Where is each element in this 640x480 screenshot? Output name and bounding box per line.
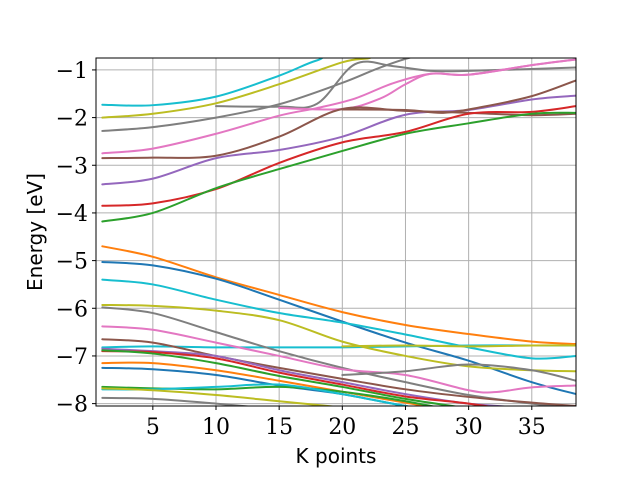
- band-line: [101, 325, 576, 394]
- band-line: [101, 58, 372, 119]
- band-line: [101, 58, 413, 132]
- band-line: [101, 349, 460, 406]
- band-line: [101, 303, 576, 373]
- y-tick-label: −5: [56, 250, 88, 275]
- y-axis-label: Energy [eV]: [23, 173, 47, 291]
- series-group: [101, 58, 576, 406]
- band-line: [101, 350, 492, 406]
- band-line: [341, 363, 576, 382]
- y-tick-label: −2: [56, 107, 88, 132]
- band-line: [101, 105, 576, 207]
- tick-labels: 5 10 15 20 25 30 35 −8 −7 −6 −5 −4 −3 −2 −1: [56, 59, 546, 440]
- ticks: [92, 69, 533, 410]
- y-tick-label: −8: [56, 393, 88, 418]
- x-tick-label: 10: [202, 415, 230, 440]
- y-tick-label: −6: [56, 297, 88, 322]
- band-line: [215, 60, 576, 109]
- x-tick-label: 30: [455, 415, 483, 440]
- band-line: [101, 278, 576, 360]
- band-line: [101, 58, 324, 107]
- y-tick-label: −3: [56, 154, 88, 179]
- band-line: [101, 338, 576, 406]
- x-tick-label: 20: [328, 415, 356, 440]
- plot-frame: [95, 57, 577, 407]
- y-tick-label: −1: [56, 59, 88, 84]
- band-line: [101, 396, 255, 406]
- y-tick-label: −4: [56, 202, 88, 227]
- band-line: [101, 387, 338, 406]
- x-tick-label: 35: [518, 415, 546, 440]
- x-tick-label: 25: [391, 415, 419, 440]
- band-line: [341, 344, 576, 348]
- x-axis-label: K points: [296, 444, 377, 468]
- band-line: [101, 94, 576, 186]
- x-tick-label: 5: [146, 415, 160, 440]
- band-line: [101, 111, 576, 223]
- y-tick-label: −7: [56, 345, 88, 370]
- band-line: [341, 79, 576, 114]
- band-line: [101, 383, 412, 406]
- x-tick-label: 15: [265, 415, 293, 440]
- band-line: [101, 347, 513, 406]
- band-line: [101, 245, 576, 346]
